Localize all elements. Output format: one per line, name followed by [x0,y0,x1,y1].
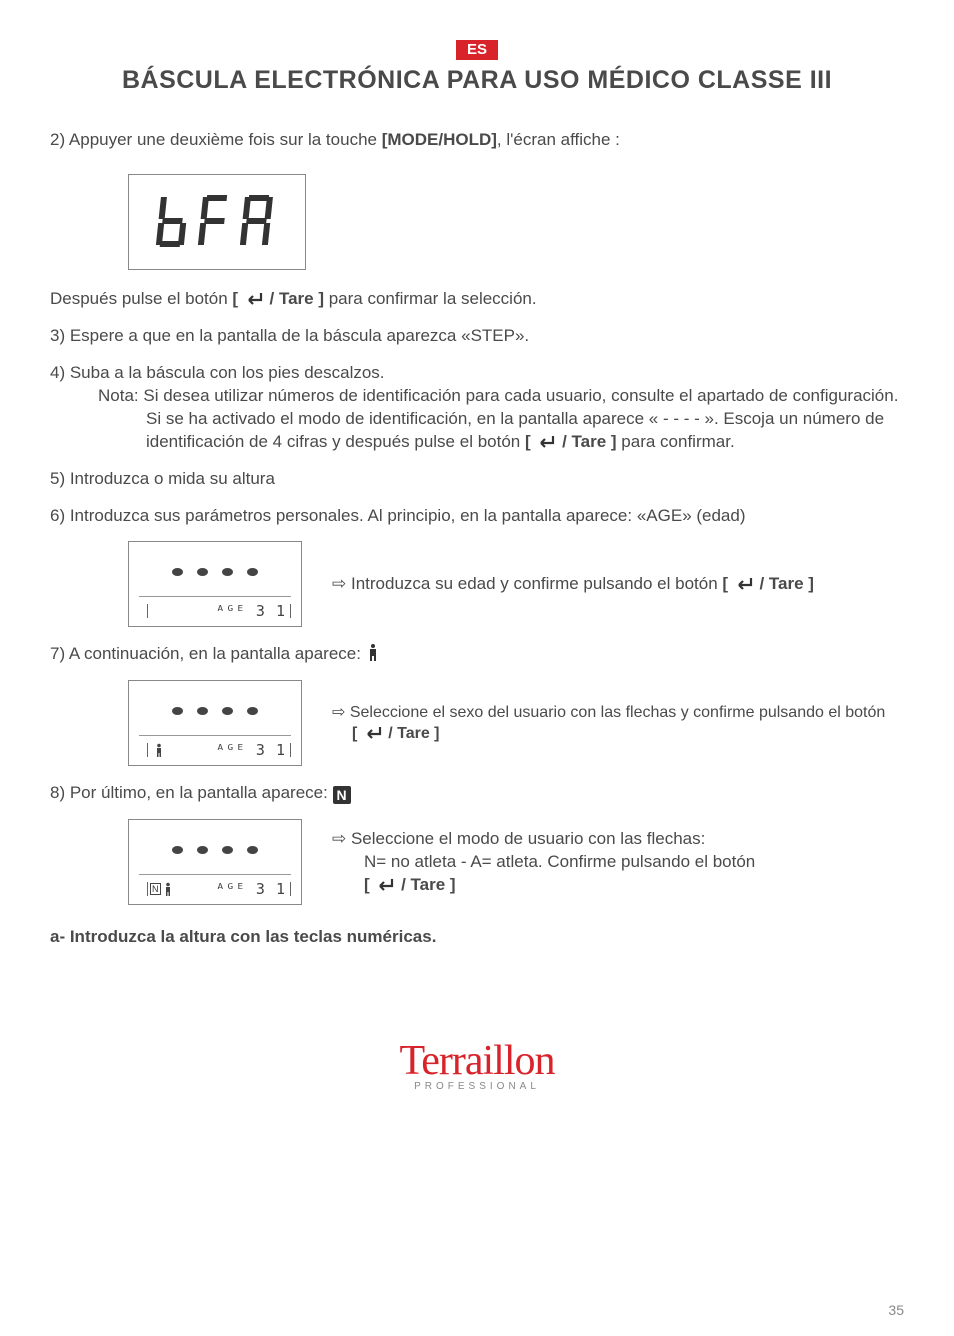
step8-side-line2: N= no atleta - A= atleta. Confirme pulsa… [332,851,904,874]
tare-button-ref-2: [ / Tare ] [525,432,617,451]
enter-icon [374,877,396,893]
person-icon [366,643,380,661]
enter-icon [362,725,384,741]
btn-open: [ [525,432,535,451]
language-badge: ES [456,40,498,60]
step6-side-text: Introduzca su edad y confirme pulsando e… [346,574,722,593]
lcd-display-age: ᴬᴳᴱ 3 1 [128,541,302,627]
step-2-button: [MODE/HOLD] [382,130,497,149]
enter-icon [535,434,557,450]
n-badge-icon: N [333,786,351,804]
btn-open: [ [364,875,374,894]
nota-line2b: identificación de 4 cifras y después pul… [50,431,904,454]
lcd-bottom-row: ᴬᴳᴱ 3 1 [129,596,301,626]
enter-icon [733,576,755,592]
step8-side-line1: Seleccione el modo de usuario con las fl… [346,829,705,848]
btn-close: / Tare ] [396,875,455,894]
page-number: 35 [888,1302,904,1318]
step7-side-text: Seleccione el sexo del usuario con las f… [345,704,885,721]
arrow-icon: ⇨ [332,704,345,721]
lcd-dots [129,542,301,596]
enter-icon [243,291,265,307]
step-2-suffix: , l'écran affiche : [497,130,620,149]
logo-sub-text: PROFESSIONAL [50,1081,904,1092]
step-8-row: N ᴬᴳᴱ 3 1 ⇨ Seleccione el modo de usuari… [50,819,904,905]
person-small-icon [154,743,164,757]
subsection-a: a- Introduzca la altura con las teclas n… [50,927,904,947]
step-6-row: ᴬᴳᴱ 3 1 ⇨ Introduzca su edad y confirme … [50,541,904,627]
lcd-bottom-row: ᴬᴳᴱ 3 1 [129,735,301,765]
step-8-prefix: 8) Por último, en la pantalla aparece: [50,783,333,802]
step-5: 5) Introduzca o mida su altura [50,468,904,491]
step-3: 3) Espere a que en la pantalla de la bás… [50,325,904,348]
after-lcd1-prefix: Después pulse el botón [50,289,232,308]
nota-label: Nota: [98,386,139,405]
seven-segment-bfa-icon [152,187,282,257]
step-6: 6) Introduzca sus parámetros personales.… [50,505,904,528]
step-4-nota: Nota: Si desea utilizar números de ident… [50,385,904,408]
step-7-side: ⇨ Seleccione el sexo del usuario con las… [332,702,904,745]
brand-logo: Terraillon PROFESSIONAL [50,1037,904,1092]
after-lcd1-suffix: para confirmar la selección. [324,289,537,308]
lcd-gender-text: ᴬᴳᴱ 3 1 [216,741,286,759]
btn-open: [ [722,574,732,593]
lcd-display-gender: ᴬᴳᴱ 3 1 [128,680,302,766]
step-7-prefix: 7) A continuación, en la pantalla aparec… [50,644,366,663]
after-lcd1-text: Después pulse el botón [ / Tare ] para c… [50,288,904,311]
lcd-bottom-row: N ᴬᴳᴱ 3 1 [129,874,301,904]
lcd-dots [129,681,301,735]
page-title: BÁSCULA ELECTRÓNICA PARA USO MÉDICO CLAS… [50,66,904,95]
btn-open: [ [232,289,242,308]
lcd-age-text: ᴬᴳᴱ 3 1 [216,602,286,620]
lcd-mode-text: ᴬᴳᴱ 3 1 [216,880,286,898]
step-2: 2) Appuyer une deuxième fois sur la touc… [50,129,904,152]
nota-l2b-suffix: para confirmar. [617,432,735,451]
step-8-side: ⇨ Seleccione el modo de usuario con las … [332,828,904,897]
tare-button-ref-4: [ / Tare ] [352,725,440,742]
lcd-dots [129,820,301,874]
step-8: 8) Por último, en la pantalla aparece: N [50,782,904,805]
btn-close: / Tare ] [755,574,814,593]
nota-l2b-prefix: identificación de 4 cifras y después pul… [146,432,525,451]
step-4: 4) Suba a la báscula con los pies descal… [50,362,904,454]
arrow-icon: ⇨ [332,829,346,848]
arrow-icon: ⇨ [332,574,346,593]
step-7-row: ᴬᴳᴱ 3 1 ⇨ Seleccione el sexo del usuario… [50,680,904,766]
btn-close: / Tare ] [557,432,616,451]
tare-button-ref-1: [ / Tare ] [232,289,324,308]
tare-button-ref-3: [ / Tare ] [722,574,814,593]
lcd-display-mode: N ᴬᴳᴱ 3 1 [128,819,302,905]
person-small-icon [163,882,173,896]
tare-button-ref-5: [ / Tare ] [364,875,456,894]
nota-line1: Si desea utilizar números de identificac… [139,386,899,405]
btn-close: / Tare ] [265,289,324,308]
step-2-prefix: 2) Appuyer une deuxième fois sur la touc… [50,130,382,149]
step-6-side: ⇨ Introduzca su edad y confirme pulsando… [332,573,904,596]
n-small-icon: N [150,883,161,895]
header: ES BÁSCULA ELECTRÓNICA PARA USO MÉDICO C… [50,40,904,95]
nota-line2a: Si se ha activado el modo de identificac… [50,408,904,431]
page: ES BÁSCULA ELECTRÓNICA PARA USO MÉDICO C… [0,0,954,1336]
logo-main-text: Terraillon [50,1037,904,1085]
step-4-line1: 4) Suba a la báscula con los pies descal… [50,362,904,385]
btn-open: [ [352,725,362,742]
step-7: 7) A continuación, en la pantalla aparec… [50,643,904,666]
btn-close: / Tare ] [384,725,440,742]
lcd-display-bfa [128,174,306,270]
